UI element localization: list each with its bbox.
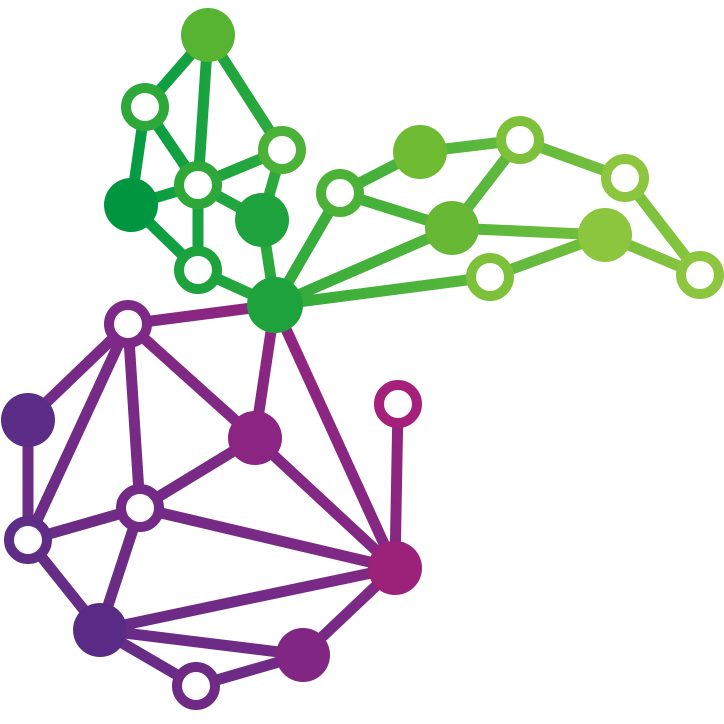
green-filled-nodes (104, 8, 632, 333)
node-filled (578, 208, 632, 262)
node-hollow (116, 484, 164, 532)
node-hollow (496, 116, 544, 164)
node-hollow (121, 83, 169, 131)
node-filled (235, 193, 289, 247)
node-hollow (316, 169, 364, 217)
node-filled (228, 411, 282, 465)
node-filled (104, 178, 158, 232)
node-hollow (466, 253, 514, 301)
node-filled (393, 125, 447, 179)
node-hollow (374, 380, 422, 428)
node-hollow (601, 154, 649, 202)
node-hollow (676, 251, 724, 299)
node-hub (247, 277, 303, 333)
node-filled (181, 8, 235, 62)
node-hollow (174, 161, 222, 209)
node-filled (73, 603, 127, 657)
node-filled (368, 541, 422, 595)
node-hollow (172, 662, 220, 710)
node-filled (276, 628, 330, 682)
node-hollow (258, 126, 306, 174)
purple-hollow-nodes (4, 300, 422, 710)
node-hollow (104, 300, 152, 348)
node-hollow (174, 246, 222, 294)
purple-filled-nodes (1, 393, 422, 682)
node-hollow (4, 516, 52, 564)
green-hollow-nodes (121, 83, 724, 301)
node-filled (425, 201, 479, 255)
node-filled (1, 393, 55, 447)
